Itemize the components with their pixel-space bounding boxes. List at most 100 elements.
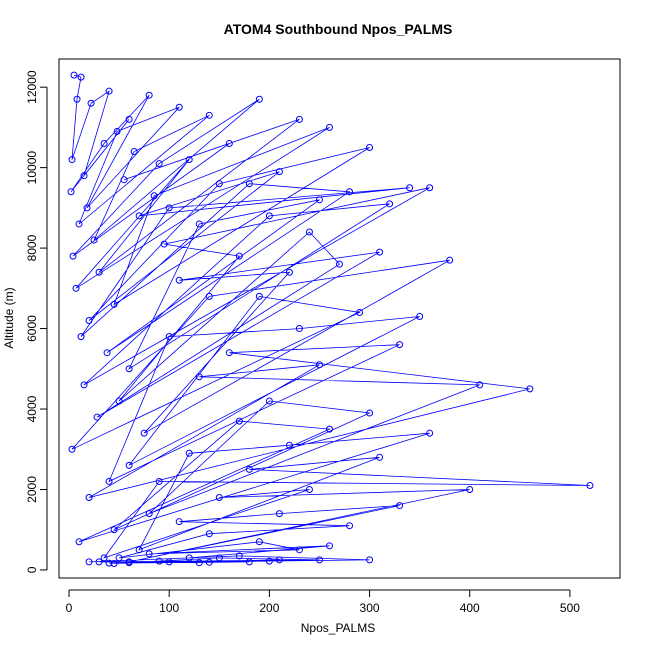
data-point [90,236,98,244]
data-point [87,99,95,107]
data-point [113,127,121,135]
data-point [205,530,213,538]
data-point [69,252,77,260]
data-point [255,292,263,300]
data-point [205,292,213,300]
data-point [80,172,88,180]
x-axis-label: Npos_PALMS [301,621,375,635]
data-point [155,557,163,565]
data-point [125,115,133,123]
x-tick-label: 500 [560,601,580,615]
data-point [586,481,594,489]
data-point [70,71,78,79]
data-point [245,465,253,473]
data-point [195,373,203,381]
data-point [215,180,223,188]
data-point [80,381,88,389]
data-point [175,518,183,526]
data-point [446,256,454,264]
y-axis-label: Altitude (m) [2,287,16,348]
data-point [105,559,113,567]
data-point [416,312,424,320]
data-point [145,510,153,518]
data-point [175,103,183,111]
data-point [85,317,93,325]
data-point [265,397,273,405]
data-point [285,441,293,449]
data-point [77,333,85,341]
data-point [130,148,138,156]
data-point [195,220,203,228]
data-point [95,558,103,566]
x-tick-label: 0 [66,601,73,615]
data-point [83,204,91,212]
data-point [235,417,243,425]
data-point [77,73,85,81]
data-point [135,546,143,554]
data-point [165,558,173,566]
data-point [235,552,243,560]
data-point [275,556,283,564]
data-point [125,365,133,373]
data-point [125,559,133,567]
plot-frame [58,58,621,579]
data-point [75,538,83,546]
data-point [135,212,143,220]
data-point [406,184,414,192]
data-point [100,139,108,147]
data-point [325,542,333,550]
data-point [396,341,404,349]
data-point [155,477,163,485]
data-point [325,425,333,433]
y-tick-label: 8000 [25,234,39,261]
data-point [205,111,213,119]
data-point [215,554,223,562]
data-point [185,449,193,457]
data-point [245,558,253,566]
data-point [315,196,323,204]
data-point [426,429,434,437]
x-tick-label: 400 [460,601,480,615]
y-tick-label: 0 [25,566,39,573]
data-point [185,156,193,164]
y-tick-label: 6000 [25,315,39,342]
data-point [295,115,303,123]
data-point [315,361,323,369]
y-tick-label: 12000 [25,70,39,104]
data-point [110,300,118,308]
data-point [85,558,93,566]
data-point [255,95,263,103]
data-point [120,176,128,184]
data-point [185,554,193,562]
x-tick-label: 300 [360,601,380,615]
data-point [265,212,273,220]
data-point [165,204,173,212]
data-point [103,349,111,357]
data-point [255,538,263,546]
data-point [155,160,163,168]
data-point [315,556,323,564]
data-point [160,240,168,248]
data-point [396,502,404,510]
data-point [275,168,283,176]
x-tick-label: 200 [259,601,279,615]
data-point [85,494,93,502]
data-point [366,144,374,152]
data-point [68,156,76,164]
data-point [165,333,173,341]
data-point [205,558,213,566]
data-point [68,445,76,453]
chart-title: ATOM4 Southbound Npos_PALMS [224,21,453,37]
data-point [105,87,113,95]
data-point [466,485,474,493]
data-point [295,325,303,333]
data-point [215,494,223,502]
data-point [275,510,283,518]
y-axis: 0 2000 4000 6000 8000 10000 12000 [25,70,48,573]
y-tick-label: 10000 [25,151,39,185]
data-point [95,268,103,276]
data-point [346,188,354,196]
data-point [305,228,313,236]
